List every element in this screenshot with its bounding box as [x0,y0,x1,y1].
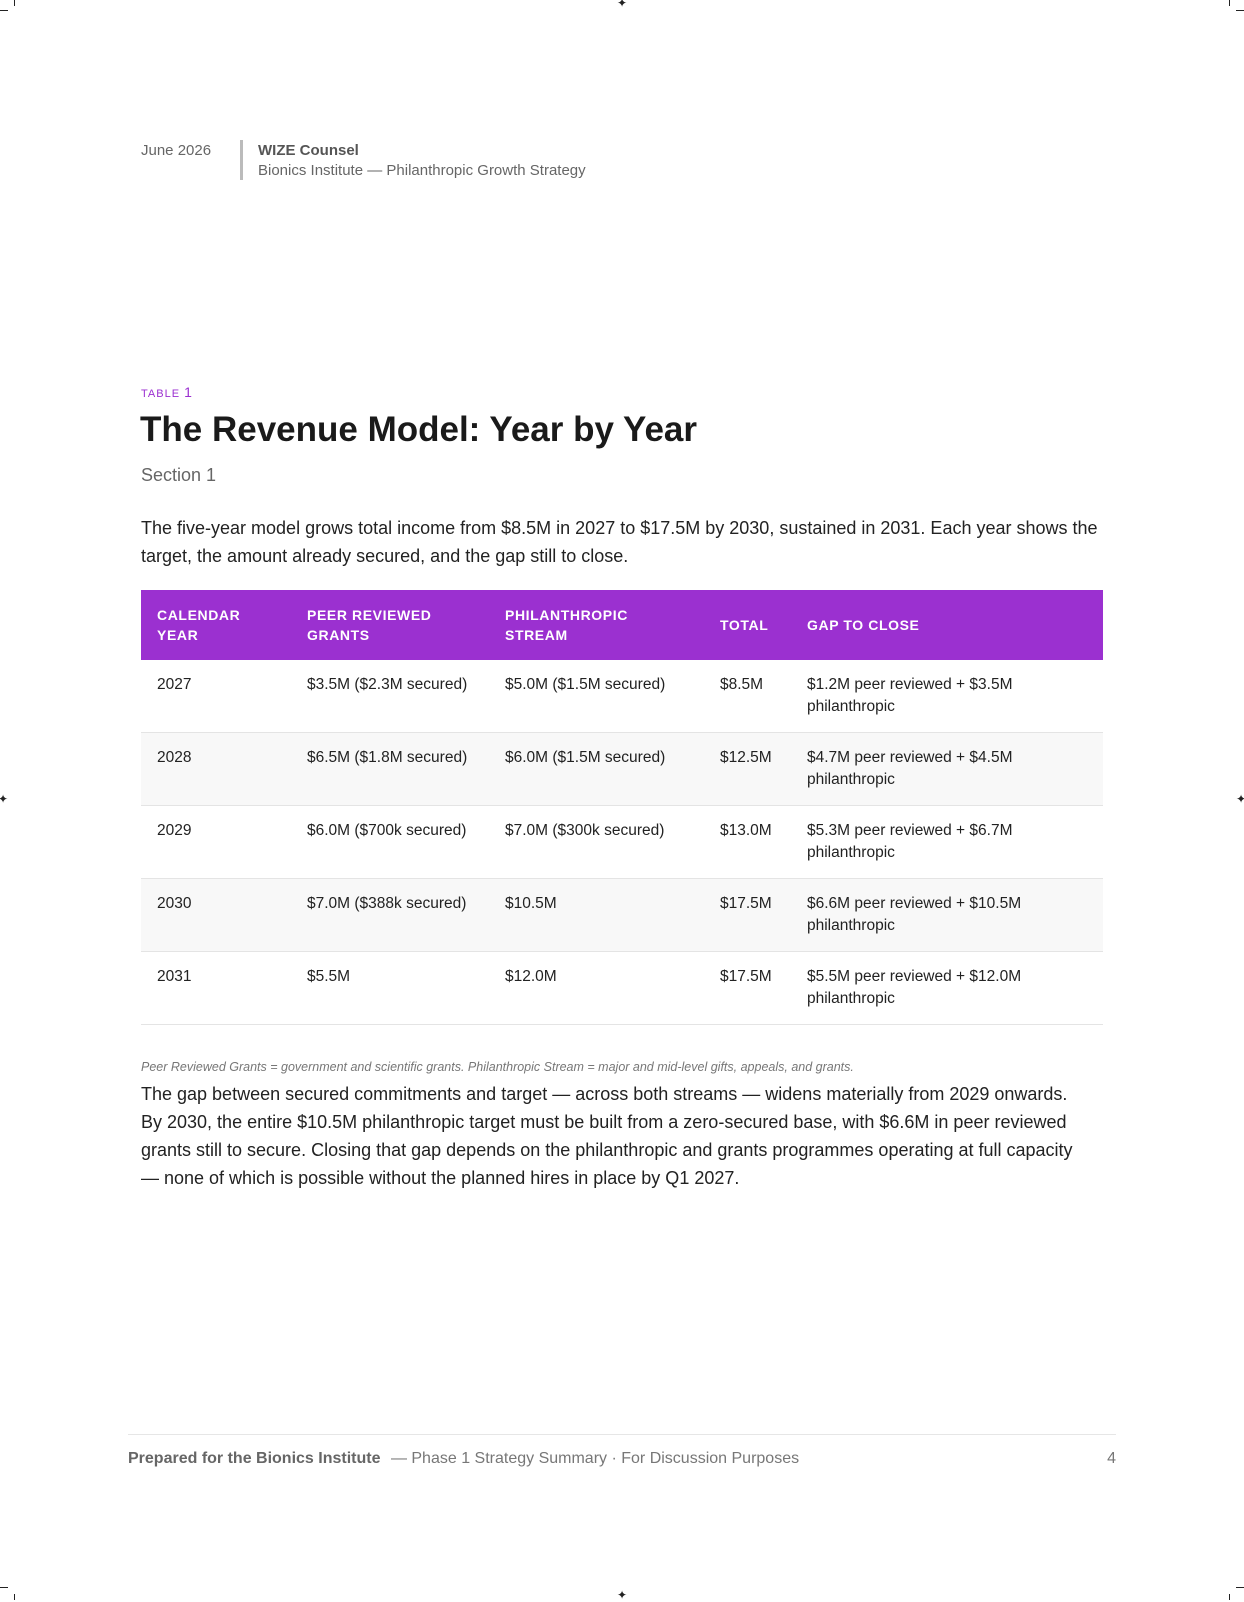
kicker: TABLE 1 [141,384,193,400]
crop-mark [1229,1594,1230,1600]
header-date: June 2026 [141,142,212,159]
table-cell: $6.6M peer reviewed + $10.5M philanthrop… [791,878,1103,952]
table-cell: 2030 [141,878,291,952]
column-header: PEER REVIEWED GRANTS [291,590,489,660]
table-cell: $7.0M ($388k secured) [291,878,489,952]
kicker-number: 1 [184,384,193,400]
header-row: CALENDAR YEAR PEER REVIEWED GRANTS PHILANT… [141,590,1103,660]
table-cell: $5.0M ($1.5M secured) [489,660,704,733]
table-cell: $8.5M [704,660,791,733]
header-divider [240,140,243,180]
column-header: CALENDAR YEAR [141,590,291,660]
crop-mark [14,0,15,6]
intro: The five-year model grows total income f… [141,518,1098,566]
footer-prepared: Prepared for the Bionics Institute [128,1450,381,1467]
body-text: The gap between secured commitments and … [141,1084,1073,1188]
column-header: TOTAL [704,590,791,660]
registration-mark: ✦ [1235,792,1244,806]
crop-mark [0,1587,8,1588]
crop-mark [0,10,8,11]
column-header: GAP TO CLOSE [791,590,1103,660]
table-cell: $12.5M [704,732,791,806]
table-cell: $4.7M peer reviewed + $4.5M philanthropi… [791,732,1103,806]
table-note: Peer Reviewed Grants = government and sc… [141,1060,854,1074]
table-body: 2027 $3.5M ($2.3M secured) $5.0M ($1.5M se… [141,660,1103,1025]
crop-mark [14,1594,15,1600]
revenue-table: CALENDAR YEAR PEER REVIEWED GRANTS PHILANT… [141,590,1103,1025]
table-cell: $13.0M [704,805,791,879]
footer-rest: — Phase 1 Strategy Summary · For Discuss… [390,1450,800,1467]
table-cell: $6.0M ($1.5M secured) [489,732,704,806]
column-header: PHILANTHROPIC STREAM [489,590,704,660]
table-cell: $5.5M peer reviewed + $12.0M philanthrop… [791,951,1103,1025]
table-cell: $3.5M ($2.3M secured) [291,660,489,733]
table-row: 2030 $7.0M ($388k secured) $10.5M $17.5M $6.… [141,878,1103,952]
table-cell: $6.0M ($700k secured) [291,805,489,879]
crop-mark [1236,1587,1244,1588]
kicker-label: TABLE [141,388,181,400]
table-row: 2031 $5.5M $12.0M $17.5M $5.5M peer reviewed… [141,951,1103,1025]
header-org: WIZE Counsel [258,142,359,159]
table-cell: $17.5M [704,878,791,952]
crop-mark [1236,10,1244,11]
page-number: 4 [1107,1450,1116,1467]
table-cell: $17.5M [704,951,791,1025]
table-cell: $12.0M [489,951,704,1025]
table-cell: $1.2M peer reviewed + $3.5M philanthropi… [791,660,1103,733]
registration-mark: ✦ [0,792,9,806]
table-cell: 2028 [141,732,291,806]
section-subtitle: Section 1 [141,465,217,485]
table-cell: 2029 [141,805,291,879]
title: The Revenue Model: Year by Year [140,410,698,449]
table-row: 2027 $3.5M ($2.3M secured) $5.0M ($1.5M se… [141,660,1103,733]
crop-mark [1229,0,1230,6]
footer: Prepared for the Bionics Institute — Pha… [128,1450,799,1468]
table-cell: $5.3M peer reviewed + $6.7M philanthropi… [791,805,1103,879]
table-cell: $7.0M ($300k secured) [489,805,704,879]
table-row: 2028 $6.5M ($1.8M secured) $6.0M ($1.5M se… [141,732,1103,806]
table-cell: 2027 [141,660,291,733]
table-row: 2029 $6.0M ($700k secured) $7.0M ($300k se… [141,805,1103,879]
table-cell: $6.5M ($1.8M secured) [291,732,489,806]
table-cell: $5.5M [291,951,489,1025]
registration-mark: ✦ [617,1588,628,1602]
footer-rule [128,1434,1116,1435]
table-cell: 2031 [141,951,291,1025]
table-cell: $10.5M [489,878,704,952]
header-subtitle: Bionics Institute — Philanthropic Growth… [258,162,586,179]
registration-mark: ✦ [617,0,628,10]
